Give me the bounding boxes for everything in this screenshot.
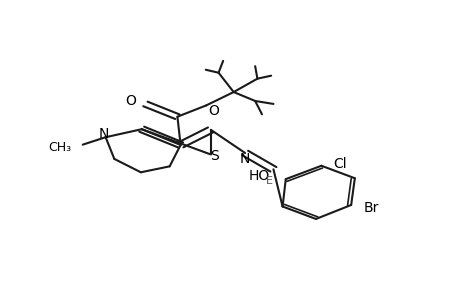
- Text: O: O: [125, 94, 136, 108]
- Text: Cl: Cl: [332, 157, 346, 171]
- Text: Br: Br: [363, 201, 379, 215]
- Text: O: O: [208, 104, 219, 118]
- Text: E: E: [266, 176, 273, 186]
- Text: HO: HO: [248, 169, 269, 183]
- Text: CH₃: CH₃: [48, 140, 71, 154]
- Text: S: S: [210, 149, 218, 163]
- Text: N: N: [98, 127, 108, 141]
- Text: N: N: [240, 152, 250, 166]
